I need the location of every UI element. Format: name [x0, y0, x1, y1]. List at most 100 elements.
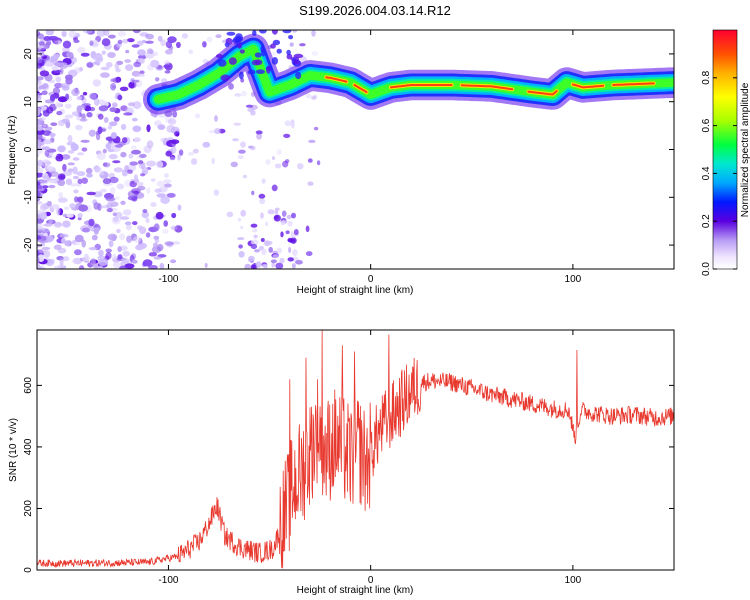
snr-axes: -100 0 100 0 200 400 600 [23, 330, 674, 586]
noise-blob [126, 235, 133, 243]
noise-blob [72, 257, 83, 265]
noise-blob [37, 76, 44, 81]
noise-blob [137, 185, 146, 191]
noise-blob [77, 196, 84, 203]
noise-blob [54, 40, 59, 45]
noise-blob [150, 178, 156, 182]
noise-blob [37, 153, 40, 157]
noise-blob [66, 213, 74, 218]
noise-blob [100, 66, 110, 71]
noise-blob [250, 223, 258, 228]
noise-blob [238, 149, 246, 154]
noise-blob [77, 217, 82, 221]
noise-blob [103, 117, 109, 123]
noise-blob [114, 63, 120, 70]
noise-blob [109, 107, 117, 113]
noise-blob [48, 171, 59, 177]
branch-blob [286, 53, 293, 60]
noise-blob [62, 85, 70, 91]
colorbar-label: Normalized spectral amplitude [740, 82, 750, 217]
noise-blob [240, 209, 246, 217]
noise-blob [109, 176, 119, 184]
noise-blob [107, 52, 116, 58]
noise-blob [242, 174, 248, 179]
noise-blob [37, 107, 42, 115]
noise-blob [112, 160, 121, 164]
noise-blob [291, 212, 296, 219]
branch-blob [224, 42, 230, 48]
noise-blob [78, 265, 85, 269]
noise-blob [94, 98, 100, 106]
noise-blob [102, 178, 112, 185]
noise-blob [170, 259, 177, 264]
noise-blob [121, 257, 129, 263]
noise-blob [64, 206, 70, 211]
noise-blob [153, 256, 162, 260]
noise-blob [133, 30, 141, 34]
noise-blob [77, 213, 83, 218]
noise-blob [240, 141, 246, 148]
noise-blob [41, 175, 50, 179]
noise-blob [101, 50, 106, 55]
noise-blob [88, 129, 96, 137]
noise-blob [78, 104, 86, 110]
snr-panel: -100 0 100 0 200 400 600 Height of straight li… [8, 329, 675, 596]
noise-blob [146, 48, 154, 54]
noise-blob [287, 220, 293, 227]
noise-blob [290, 122, 295, 129]
noise-blob [102, 148, 107, 154]
branch-blob [239, 71, 244, 80]
noise-blob [268, 246, 274, 253]
ridge-core-hot [612, 82, 655, 86]
noise-blob [41, 90, 48, 96]
noise-blob [178, 149, 184, 156]
noise-blob [46, 106, 54, 114]
noise-blob [37, 265, 43, 269]
x-tick-label: 100 [565, 274, 582, 285]
noise-blob [213, 189, 220, 196]
x-tick-label: -100 [158, 274, 178, 285]
y-tick-label: 0 [23, 567, 34, 573]
noise-blob [124, 221, 132, 226]
noise-blob [152, 242, 159, 249]
noise-blob [79, 118, 88, 122]
y-tick-label: 400 [23, 438, 34, 455]
noise-blob [211, 157, 215, 164]
noise-blob [117, 39, 123, 45]
noise-blob [258, 193, 266, 199]
noise-blob [120, 123, 127, 131]
branch-blob [217, 59, 227, 67]
noise-blob [108, 153, 118, 160]
noise-blob [299, 43, 306, 47]
y-tick-label: 200 [23, 500, 34, 517]
noise-blob [83, 30, 93, 34]
noise-blob [254, 249, 260, 253]
ridge-core-hot [571, 83, 605, 89]
noise-blob [293, 229, 299, 236]
x-tick-label: 0 [368, 274, 374, 285]
noise-blob [311, 51, 319, 56]
noise-blob [81, 177, 88, 184]
noise-blob [59, 258, 64, 266]
noise-blob [153, 223, 160, 232]
noise-blob [61, 118, 70, 124]
noise-blob [117, 246, 122, 253]
noise-blob [41, 123, 49, 129]
noise-blob [252, 228, 258, 233]
y-tick-label: 20 [23, 48, 34, 60]
noise-blob [240, 225, 244, 229]
noise-blob [50, 122, 58, 126]
branch-blob [220, 74, 230, 82]
noise-blob [148, 265, 158, 269]
noise-blob [67, 150, 75, 154]
noise-blob [37, 184, 43, 190]
noise-blob [108, 240, 114, 248]
noise-blob [96, 30, 106, 37]
noise-blob [283, 133, 291, 138]
noise-blob [139, 153, 147, 158]
noise-blob [37, 209, 42, 215]
snr-y-axis-label: SNR (10 * v/v) [8, 418, 19, 482]
noise-blob [287, 237, 293, 243]
noise-blob [121, 169, 128, 177]
noise-blob [93, 202, 100, 210]
